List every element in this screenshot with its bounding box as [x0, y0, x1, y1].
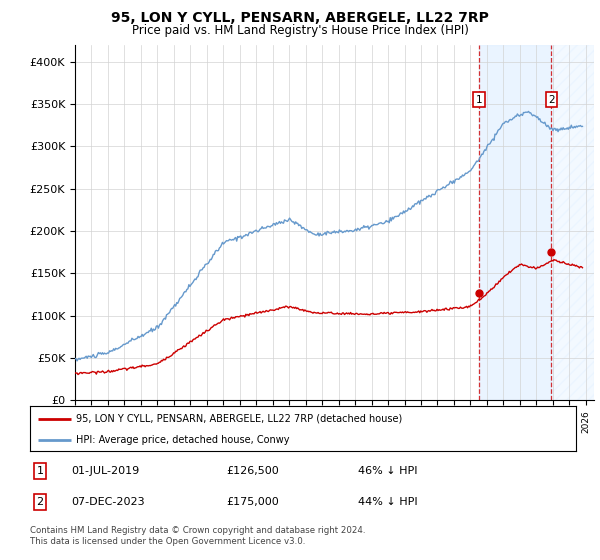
Text: £126,500: £126,500 [227, 466, 280, 476]
Text: 95, LON Y CYLL, PENSARN, ABERGELE, LL22 7RP: 95, LON Y CYLL, PENSARN, ABERGELE, LL22 … [111, 11, 489, 25]
Text: 1: 1 [37, 466, 44, 476]
Text: 07-DEC-2023: 07-DEC-2023 [71, 497, 145, 507]
Text: 1: 1 [475, 95, 482, 105]
Text: 2: 2 [548, 95, 555, 105]
Text: £175,000: £175,000 [227, 497, 280, 507]
Bar [479, 45, 551, 400]
Text: Contains HM Land Registry data © Crown copyright and database right 2024.
This d: Contains HM Land Registry data © Crown c… [30, 526, 365, 546]
Text: 46% ↓ HPI: 46% ↓ HPI [358, 466, 417, 476]
Text: 2: 2 [37, 497, 44, 507]
Text: Price paid vs. HM Land Registry's House Price Index (HPI): Price paid vs. HM Land Registry's House … [131, 24, 469, 36]
Text: 95, LON Y CYLL, PENSARN, ABERGELE, LL22 7RP (detached house): 95, LON Y CYLL, PENSARN, ABERGELE, LL22 … [76, 413, 403, 423]
Bar [551, 45, 594, 400]
Text: HPI: Average price, detached house, Conwy: HPI: Average price, detached house, Conw… [76, 435, 290, 445]
Text: 44% ↓ HPI: 44% ↓ HPI [358, 497, 417, 507]
Text: 01-JUL-2019: 01-JUL-2019 [71, 466, 139, 476]
